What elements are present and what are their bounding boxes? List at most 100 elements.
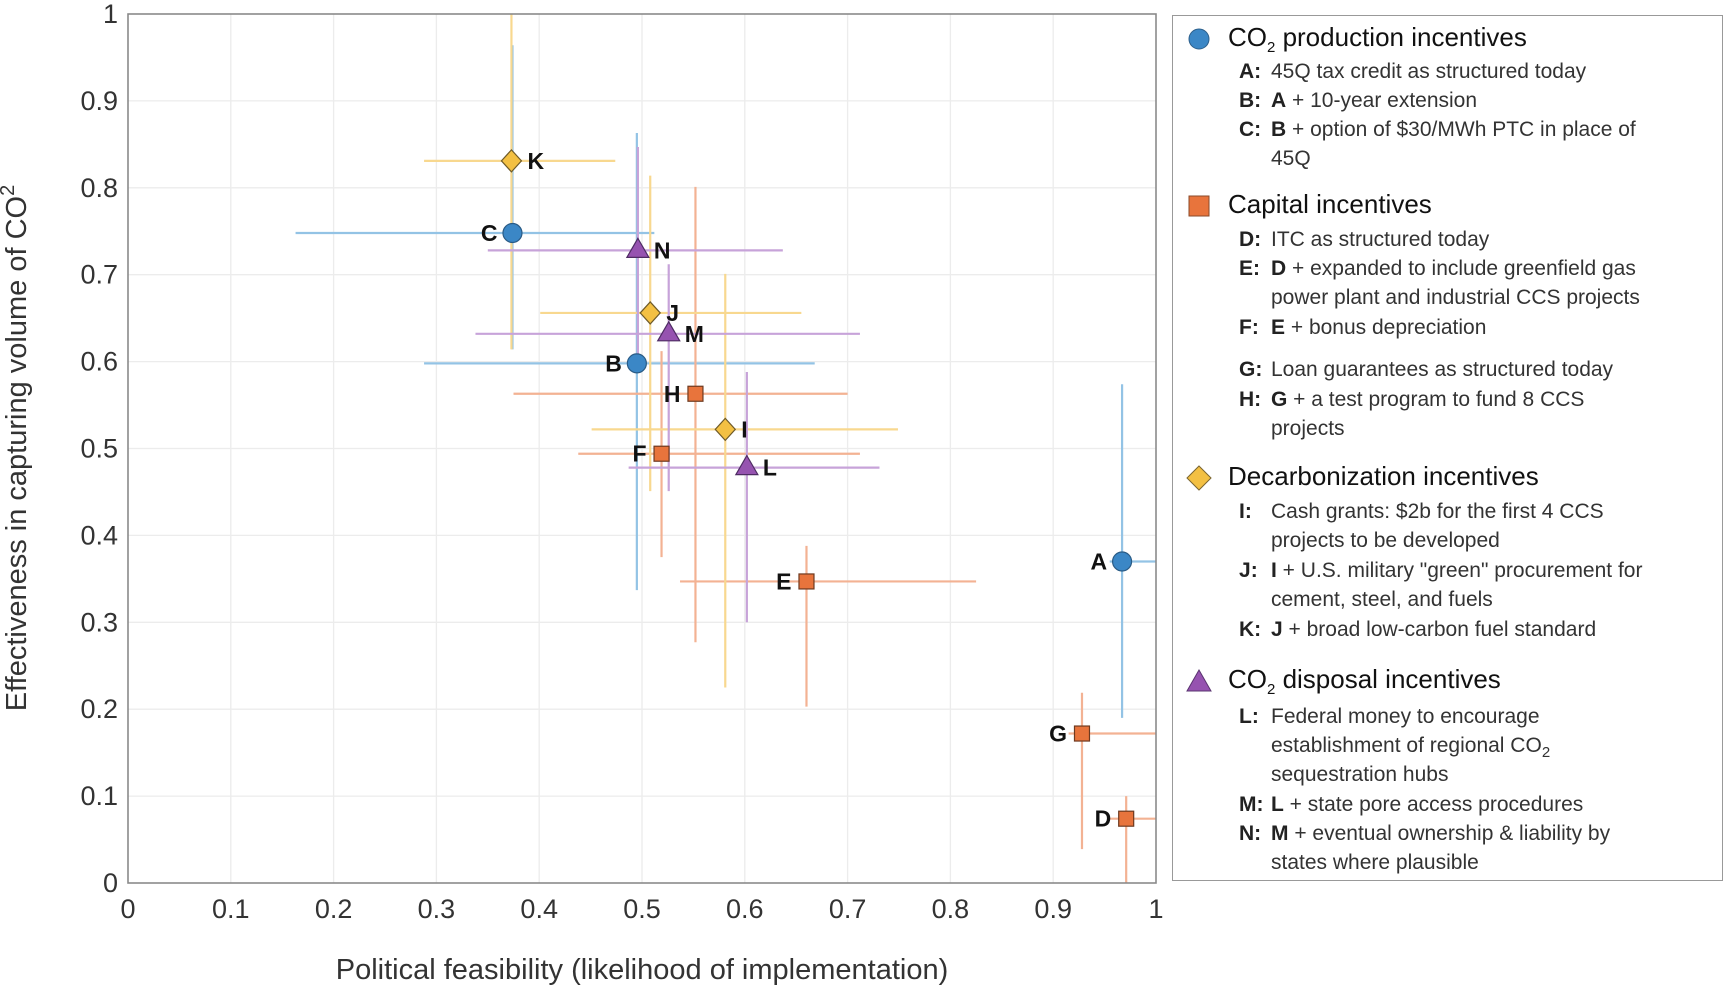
legend-item-h-cont: projects — [1271, 417, 1345, 440]
point-label-L: L — [763, 455, 777, 481]
x-tick-labels: 0 0.1 0.2 0.3 0.4 0.5 0.6 0.7 0.8 0.9 1 — [120, 894, 1163, 924]
legend-key: M: — [1239, 793, 1264, 816]
y-tick-label: 0.9 — [80, 86, 118, 116]
legend-text: 45Q tax credit as structured today — [1271, 60, 1586, 84]
legend-key-letter: H — [1239, 388, 1255, 411]
legend-text: M + eventual ownership & liability by — [1271, 822, 1610, 846]
legend-ref: I — [1271, 559, 1277, 582]
marker-H — [687, 385, 704, 402]
marker-N — [625, 237, 650, 258]
legend-key-letter: L — [1239, 705, 1252, 728]
point-label-C: C — [481, 220, 498, 246]
legend-key: L: — [1239, 705, 1259, 728]
y-axis-label-subscript: 2 — [0, 185, 19, 196]
legend-item-c-cont: 45Q — [1271, 147, 1311, 170]
legend-desc: + bonus depreciation — [1285, 316, 1487, 339]
legend-key-letter: M — [1239, 793, 1257, 816]
legend-ref: B — [1271, 118, 1287, 141]
legend-ref: J — [1271, 618, 1283, 641]
subscript: 2 — [1267, 681, 1276, 699]
legend-text: D + expanded to include greenfield gas — [1271, 257, 1636, 281]
legend-key: N: — [1239, 822, 1262, 845]
legend-desc: + option of $30/MWh PTC in place of — [1286, 118, 1636, 141]
legend-group-title: Decarbonization incentives — [1228, 461, 1539, 491]
legend-text: J + broad low-carbon fuel standard — [1271, 618, 1596, 642]
x-tick-label: 0.9 — [1034, 894, 1072, 924]
legend-group-title-rest: production incentives — [1275, 22, 1527, 52]
legend-key: I: — [1239, 500, 1252, 523]
point-label-F: F — [632, 441, 646, 467]
legend-group-title: CO — [1228, 22, 1267, 52]
legend-key: B: — [1239, 89, 1262, 112]
legend-desc: + a test program to fund 8 CCS — [1287, 388, 1585, 411]
circle-marker-icon — [1188, 28, 1210, 50]
y-tick-label: 0.5 — [80, 434, 118, 464]
x-tick-label: 0 — [120, 894, 135, 924]
legend-text: A + 10-year extension — [1271, 89, 1477, 113]
legend-group-co2-disposal: CO2 disposal incentives — [1186, 664, 1501, 699]
x-tick-label: 0.5 — [623, 894, 661, 924]
point-label-D: D — [1095, 806, 1112, 832]
legend-key: G: — [1239, 358, 1263, 381]
diamond-marker-icon — [1186, 465, 1212, 491]
legend-group-title: CO — [1228, 664, 1267, 694]
error-bars — [295, 14, 1156, 883]
point-label-B: B — [605, 350, 622, 376]
y-tick-label: 0.4 — [80, 520, 118, 550]
legend-key-letter: F — [1239, 316, 1252, 339]
legend-key-letter: C — [1239, 118, 1255, 141]
legend-key: D: — [1239, 228, 1262, 251]
x-tick-label: 0.4 — [520, 894, 558, 924]
legend-item-l-cont2: sequestration hubs — [1271, 763, 1449, 786]
legend-text: G + a test program to fund 8 CCS — [1271, 388, 1584, 412]
legend-text: ITC as structured today — [1271, 228, 1489, 252]
marker-I — [714, 417, 737, 442]
subscript: 2 — [1267, 39, 1276, 57]
legend-ref: G — [1271, 388, 1288, 411]
y-axis-label-group: Effectiveness in capturing volume of CO2 — [0, 185, 33, 711]
point-label-J: J — [666, 300, 679, 326]
legend-key: J: — [1239, 559, 1258, 582]
legend-text: E + bonus depreciation — [1271, 316, 1486, 340]
point-label-M: M — [685, 321, 704, 347]
square-marker-icon — [1188, 195, 1210, 217]
y-tick-label: 0.6 — [80, 347, 118, 377]
marker-F — [653, 445, 670, 462]
x-tick-label: 0.7 — [829, 894, 867, 924]
legend-text: Loan guarantees as structured today — [1271, 358, 1613, 382]
legend-item-e-cont: power plant and industrial CCS projects — [1271, 286, 1640, 309]
point-labels: A B C D E F G H I J K L M N — [481, 148, 1111, 832]
point-label-I: I — [741, 416, 747, 442]
legend-ref: A — [1271, 89, 1287, 112]
x-tick-label: 0.3 — [418, 894, 456, 924]
legend-desc: + eventual ownership & liability by — [1288, 822, 1611, 845]
legend-group-co2-production: CO2 production incentives — [1188, 22, 1527, 57]
y-tick-label: 1 — [103, 0, 118, 29]
legend-item-l-cont: establishment of regional CO2 — [1271, 734, 1550, 761]
point-label-E: E — [776, 568, 791, 594]
legend-ref: D — [1271, 257, 1287, 280]
y-tick-label: 0 — [103, 868, 118, 898]
y-tick-label: 0.3 — [80, 607, 118, 637]
y-tick-labels: 0 0.1 0.2 0.3 0.4 0.5 0.6 0.7 0.8 0.9 1 — [80, 0, 118, 898]
legend-desc: + 10-year extension — [1286, 89, 1478, 112]
legend: CO2 production incentives A: 45Q tax cre… — [1172, 15, 1723, 881]
point-label-G: G — [1049, 721, 1067, 747]
legend-desc: + state pore access procedures — [1283, 793, 1584, 816]
legend-key-letter: I — [1239, 500, 1245, 523]
y-tick-label: 0.2 — [80, 694, 118, 724]
marker-D — [1118, 810, 1135, 827]
legend-ref: L — [1271, 793, 1284, 816]
marker-M — [656, 320, 681, 342]
legend-desc: + broad low-carbon fuel standard — [1282, 618, 1597, 641]
legend-item-i-cont: projects to be developed — [1271, 529, 1500, 552]
legend-group-title: Capital incentives — [1228, 189, 1432, 219]
x-tick-label: 0.6 — [726, 894, 764, 924]
legend-item-n-cont: states where plausible — [1271, 851, 1479, 874]
legend-group-decarbonization: Decarbonization incentives — [1186, 461, 1539, 492]
x-tick-label: 0.2 — [315, 894, 353, 924]
legend-key-letter: E — [1239, 257, 1254, 280]
legend-desc: ITC as structured today — [1271, 228, 1490, 251]
legend-key: F: — [1239, 316, 1259, 339]
legend-text: Cash grants: $2b for the first 4 CCS — [1271, 500, 1604, 524]
